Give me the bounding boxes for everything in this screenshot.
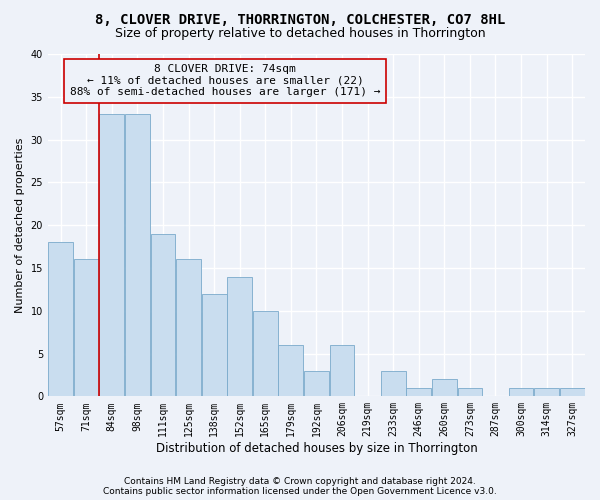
Bar (560, 388, 584, 396)
Bar (406, 388, 431, 396)
Bar (253, 310, 278, 396)
Bar (534, 388, 559, 396)
Bar (74, 260, 98, 396)
Bar (125, 114, 150, 397)
Bar (176, 260, 201, 396)
Bar (202, 294, 227, 397)
X-axis label: Distribution of detached houses by size in Thorrington: Distribution of detached houses by size … (155, 442, 478, 455)
Text: 8 CLOVER DRIVE: 74sqm
← 11% of detached houses are smaller (22)
88% of semi-deta: 8 CLOVER DRIVE: 74sqm ← 11% of detached … (70, 64, 380, 98)
Y-axis label: Number of detached properties: Number of detached properties (15, 138, 25, 313)
Bar (509, 388, 533, 396)
Bar (458, 388, 482, 396)
Bar (151, 234, 175, 396)
Text: Contains public sector information licensed under the Open Government Licence v3: Contains public sector information licen… (103, 487, 497, 496)
Text: 8, CLOVER DRIVE, THORRINGTON, COLCHESTER, CO7 8HL: 8, CLOVER DRIVE, THORRINGTON, COLCHESTER… (95, 12, 505, 26)
Bar (304, 370, 329, 396)
Text: Contains HM Land Registry data © Crown copyright and database right 2024.: Contains HM Land Registry data © Crown c… (124, 477, 476, 486)
Bar (278, 345, 303, 397)
Bar (227, 276, 252, 396)
Bar (49, 242, 73, 396)
Text: Size of property relative to detached houses in Thorrington: Size of property relative to detached ho… (115, 28, 485, 40)
Bar (381, 370, 406, 396)
Bar (432, 379, 457, 396)
Bar (100, 114, 124, 397)
Bar (329, 345, 355, 397)
